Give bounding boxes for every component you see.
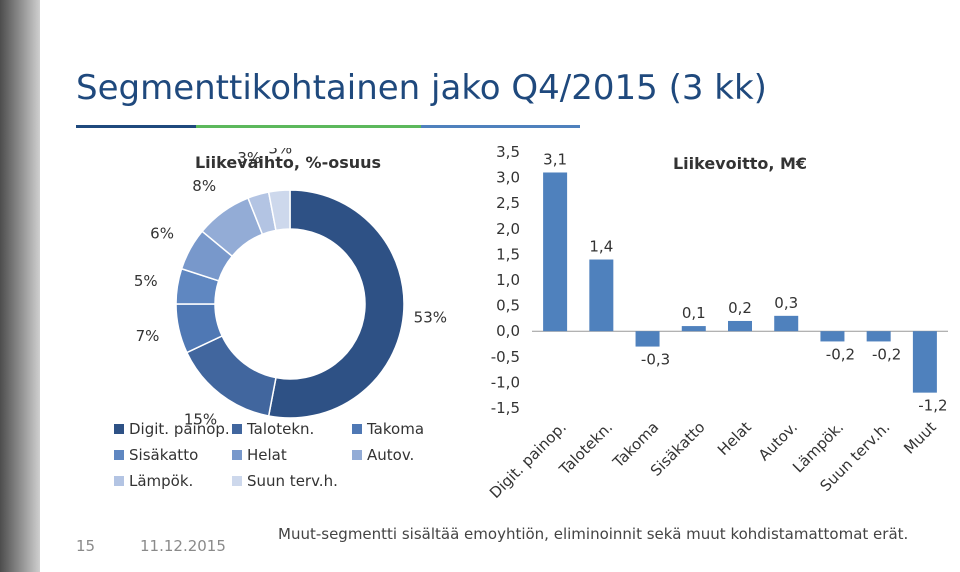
bar-data-label-0: 3,1: [543, 150, 567, 168]
bar-y-ticks: 3,5 3,0 2,5 2,0 1,5 1,0 0,5 0,0 -0,5 -1,0 -1,5: [491, 143, 520, 417]
bar-4: [728, 320, 752, 332]
donut-label-5: 8%: [192, 177, 216, 195]
donut-title: Liikevaihto, %-osuus: [195, 153, 381, 172]
legend-item-5: Autov.: [352, 446, 414, 464]
y-tick-label: 2,0: [496, 220, 520, 238]
y-tick-label: 1,0: [496, 271, 520, 289]
y-tick-label: 2,5: [496, 194, 520, 212]
donut-legend: Digit. painop. Talotekn. Takoma Sisäkatto He…: [114, 420, 454, 500]
legend-item-7: Suun terv.h.: [232, 472, 338, 490]
x-tick-label-8: Muut: [900, 418, 940, 458]
donut-label-6: 3%: [237, 149, 261, 167]
legend-swatch: [232, 424, 242, 434]
legend-item-2: Takoma: [352, 420, 424, 438]
legend-swatch: [114, 476, 124, 486]
bar-data-label-2: -0,3: [641, 351, 670, 369]
legend-label: Autov.: [367, 446, 415, 464]
y-tick-label: -0,5: [491, 348, 520, 366]
y-tick-label: -1,0: [491, 373, 520, 391]
donut-label-0: 53%: [414, 309, 447, 327]
donut-slice-7: [267, 189, 291, 232]
y-tick-label: 0,0: [496, 322, 520, 340]
bar-3: [681, 326, 706, 332]
decorative-side-bar: [0, 0, 40, 572]
profit-bar-chart: Liikevoitto, M€ 3,5 3,0 2,5 2,0 1,5 1,0 0,5 0,0…: [486, 143, 948, 500]
y-tick-label: 3,0: [496, 169, 520, 187]
bar-0: [543, 172, 568, 332]
slide-title: Segmenttikohtainen jako Q4/2015 (3 kk): [76, 68, 767, 108]
accent-line-3: [421, 125, 580, 128]
bar-data-labels: 3,1 1,4 -0,3 0,1 0,2 0,3 -0,2 -0,2 -1,2: [543, 150, 947, 414]
legend-label: Helat: [247, 446, 287, 464]
bar-data-label-5: 0,3: [774, 294, 798, 312]
legend-label: Digit. painop.: [129, 420, 230, 438]
legend-item-3: Sisäkatto: [114, 446, 198, 464]
bar-data-label-8: -1,2: [918, 397, 947, 415]
bar-title: Liikevoitto, M€: [673, 154, 807, 173]
accent-line-1: [76, 125, 196, 128]
legend-swatch: [352, 424, 362, 434]
bar-data-label-6: -0,2: [826, 345, 855, 363]
legend-label: Suun terv.h.: [247, 472, 338, 490]
bar-7: [866, 331, 891, 342]
bar-6: [820, 331, 845, 342]
legend-swatch: [114, 450, 124, 460]
page-number: 15: [76, 537, 96, 555]
legend-label: Lämpök.: [129, 472, 194, 490]
bars: [543, 172, 937, 393]
bar-8: [912, 331, 937, 393]
bar-data-label-4: 0,2: [728, 299, 752, 317]
donut-label-1: 15%: [184, 410, 217, 428]
y-tick-label: 3,5: [496, 143, 520, 161]
y-tick-label: 1,5: [496, 245, 520, 263]
bar-data-label-7: -0,2: [872, 345, 901, 363]
legend-swatch: [114, 424, 124, 434]
y-tick-label: 0,5: [496, 297, 520, 315]
legend-item-4: Helat: [232, 446, 287, 464]
footer-date: 11.12.2015: [140, 537, 226, 555]
donut-label-7: 3%: [268, 148, 292, 158]
legend-label: Talotekn.: [247, 420, 315, 438]
donut-slice-0: [267, 189, 405, 419]
legend-item-6: Lämpök.: [114, 472, 193, 490]
bar-1: [589, 259, 614, 332]
donut-label-3: 5%: [134, 272, 158, 290]
legend-item-0: Digit. painop.: [114, 420, 230, 438]
legend-swatch: [232, 476, 242, 486]
donut-label-2: 7%: [136, 327, 160, 345]
donut-label-4: 6%: [150, 225, 174, 243]
legend-swatch: [352, 450, 362, 460]
revenue-donut-chart: Liikevaihto, %-osuus 53% 15% 7% 5% 6% 8% 3% 3%: [134, 148, 447, 428]
footnote: Muut-segmentti sisältää emoyhtiön, elimi…: [278, 525, 909, 543]
donut-labels: 53% 15% 7% 5% 6% 8% 3% 3%: [134, 148, 447, 428]
legend-label: Takoma: [367, 420, 425, 438]
accent-line-2: [196, 125, 421, 128]
x-tick-label-0: Digit. painop.: [486, 418, 570, 500]
bar-2: [635, 331, 660, 347]
bar-data-label-1: 1,4: [589, 238, 613, 256]
y-tick-label: -1,5: [491, 399, 520, 417]
legend-swatch: [232, 450, 242, 460]
donut-slice-1: [185, 334, 277, 417]
bar-data-label-3: 0,1: [682, 304, 706, 322]
x-tick-label-4: Helat: [714, 418, 755, 459]
legend-item-1: Talotekn.: [232, 420, 314, 438]
legend-label: Sisäkatto: [129, 446, 199, 464]
donut-slices: [175, 189, 405, 419]
bar-5: [774, 315, 799, 332]
